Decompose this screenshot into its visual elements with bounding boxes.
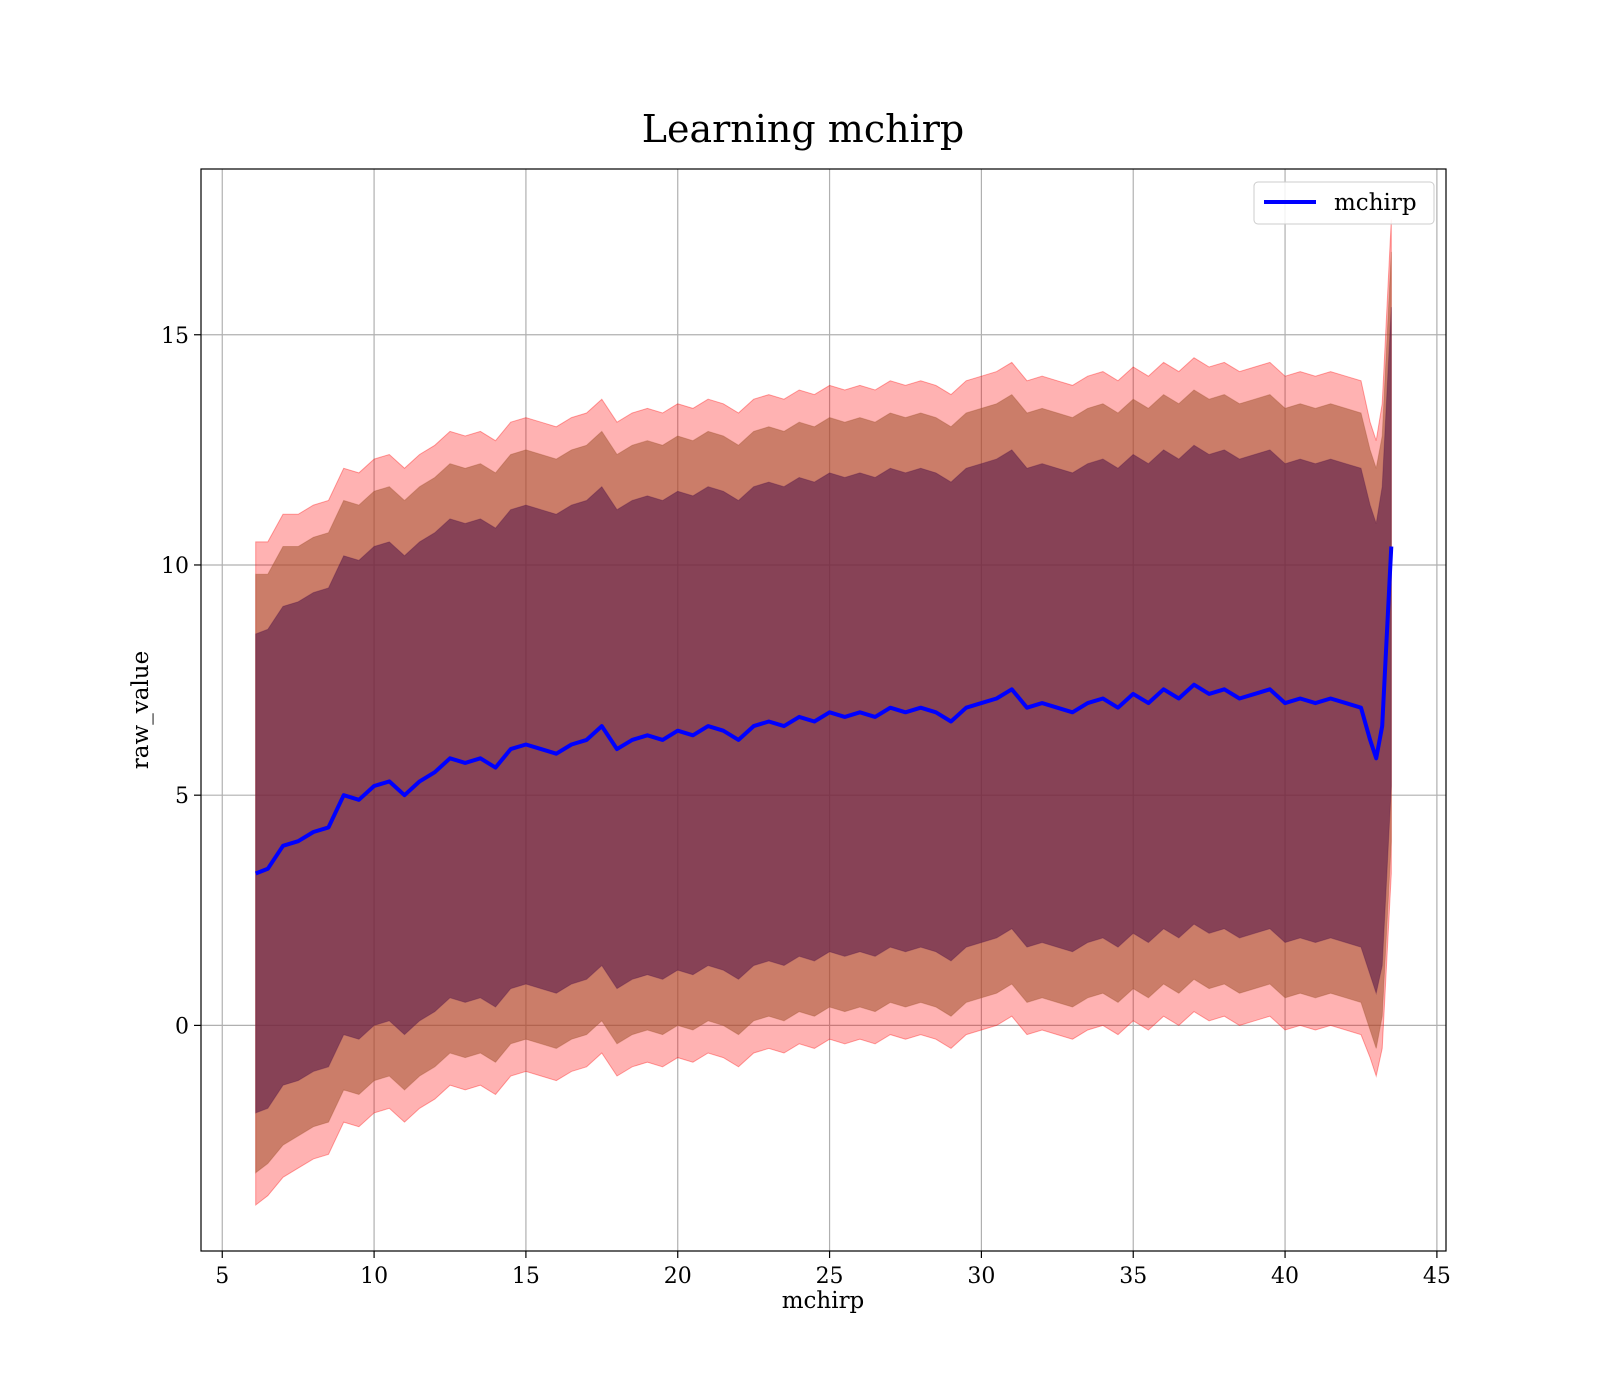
chart-title: Learning mchirp: [642, 107, 964, 151]
y-tick-label: 0: [175, 1014, 189, 1039]
x-tick-label: 15: [512, 1264, 540, 1289]
x-tick-label: 40: [1271, 1264, 1299, 1289]
y-tick-label: 10: [161, 554, 189, 579]
bands: [255, 219, 1392, 1207]
y-tick-label: 15: [161, 324, 189, 349]
mean-line-layer: [254, 546, 1394, 876]
legend: mchirp: [1253, 181, 1435, 225]
legend-label: mchirp: [1334, 190, 1417, 216]
x-tick-label: 30: [967, 1264, 995, 1289]
series-line-mchirp: [254, 546, 1394, 876]
x-tick-label: 20: [664, 1264, 692, 1289]
legend-box: [1253, 181, 1435, 225]
ticks: 5 10 15 20 25 30 35 40 45 0 5 10 15: [161, 324, 1451, 1289]
y-tick-label: 5: [175, 784, 189, 809]
x-tick-label: 10: [360, 1264, 388, 1289]
x-tick-label: 25: [816, 1264, 844, 1289]
x-tick-label: 45: [1423, 1264, 1451, 1289]
plot-frame: [200, 168, 1447, 1252]
band-1-sigma: [255, 307, 1392, 1114]
x-tick-label: 35: [1119, 1264, 1147, 1289]
x-tick-label: 5: [215, 1264, 229, 1289]
x-axis-label: mchirp: [782, 1288, 865, 1314]
y-axis-label: raw_value: [128, 651, 154, 769]
